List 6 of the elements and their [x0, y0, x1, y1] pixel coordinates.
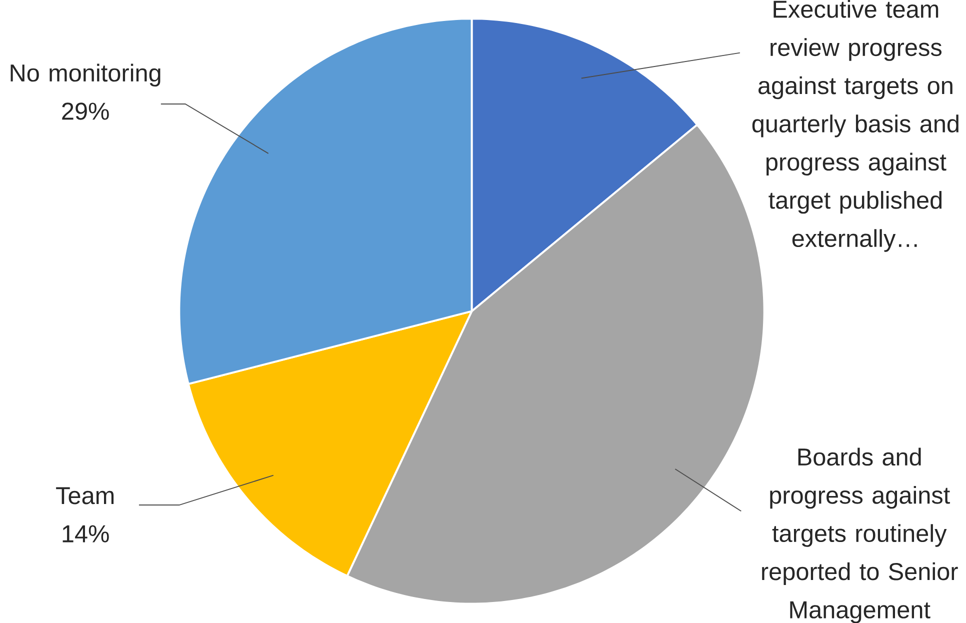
data-label: 29% [62, 102, 109, 120]
slice-label: Team [56, 487, 114, 504]
slice-label: No monitoring [10, 64, 160, 86]
data-label: 14% [62, 525, 109, 542]
slice-label: Boards and progress against targets routinely reported to Senior Management [762, 448, 958, 623]
slice-label: Executive team review progress against targets on quarterly basis and progress against target published externally… [752, 0, 958, 252]
